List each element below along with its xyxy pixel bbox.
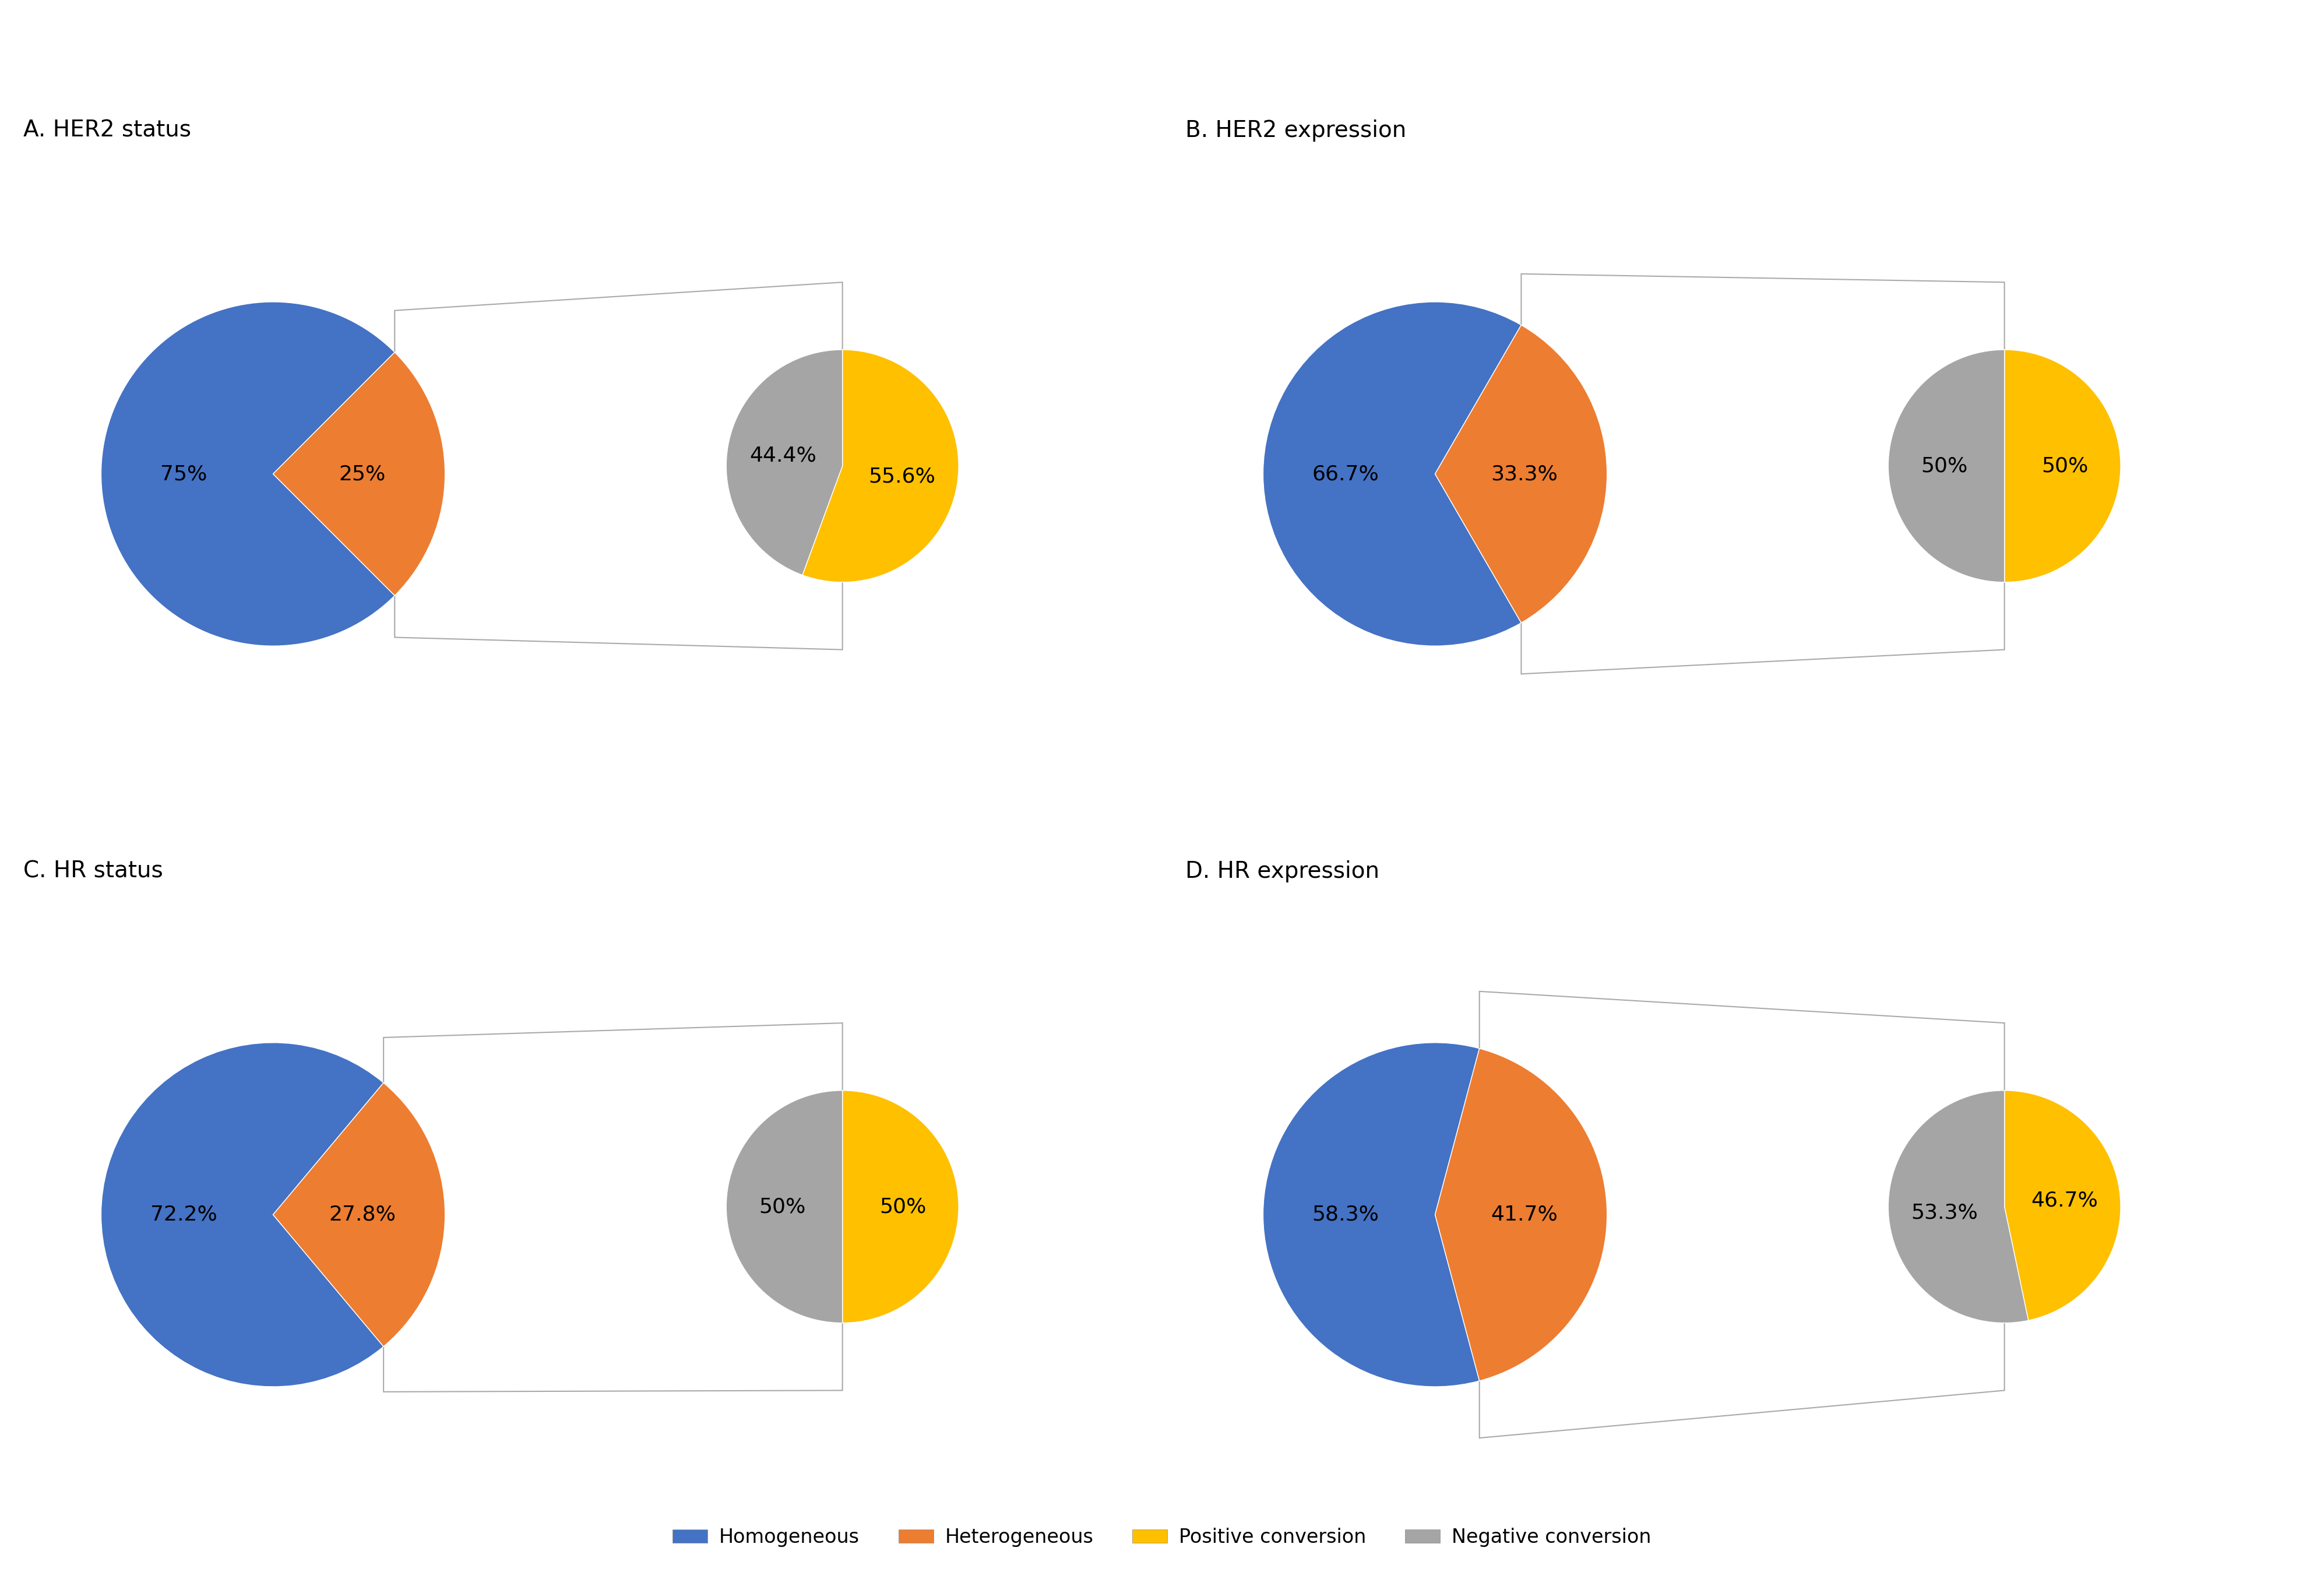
Wedge shape xyxy=(725,1091,844,1322)
Text: 44.4%: 44.4% xyxy=(748,446,816,465)
Text: 58.3%: 58.3% xyxy=(1313,1204,1378,1225)
Wedge shape xyxy=(1434,1048,1608,1381)
Wedge shape xyxy=(727,350,844,575)
Wedge shape xyxy=(2003,350,2122,581)
Text: 50%: 50% xyxy=(758,1196,806,1217)
Text: 46.7%: 46.7% xyxy=(2031,1190,2099,1211)
Text: D. HR expression: D. HR expression xyxy=(1185,860,1380,883)
Text: 55.6%: 55.6% xyxy=(869,467,937,486)
Wedge shape xyxy=(841,1091,957,1322)
Wedge shape xyxy=(1262,303,1522,645)
Wedge shape xyxy=(272,352,444,596)
Text: 25%: 25% xyxy=(339,464,386,484)
Legend: Homogeneous, Heterogeneous, Positive conversion, Negative conversion: Homogeneous, Heterogeneous, Positive con… xyxy=(665,1520,1659,1555)
Wedge shape xyxy=(1262,1043,1480,1386)
Text: C. HR status: C. HR status xyxy=(23,860,163,883)
Text: 41.7%: 41.7% xyxy=(1492,1204,1557,1225)
Text: 53.3%: 53.3% xyxy=(1910,1203,1978,1223)
Text: 66.7%: 66.7% xyxy=(1313,464,1378,484)
Text: 27.8%: 27.8% xyxy=(330,1204,395,1225)
Text: 50%: 50% xyxy=(2040,456,2089,476)
Text: 75%: 75% xyxy=(160,464,207,484)
Wedge shape xyxy=(100,1043,383,1386)
Text: 72.2%: 72.2% xyxy=(151,1204,216,1225)
Wedge shape xyxy=(1889,1091,2029,1322)
Text: 33.3%: 33.3% xyxy=(1492,464,1557,484)
Text: 50%: 50% xyxy=(878,1196,927,1217)
Wedge shape xyxy=(802,350,957,581)
Wedge shape xyxy=(272,1083,444,1346)
Text: B. HER2 expression: B. HER2 expression xyxy=(1185,119,1406,142)
Wedge shape xyxy=(1887,350,2006,581)
Wedge shape xyxy=(1434,325,1606,623)
Text: 50%: 50% xyxy=(1920,456,1968,476)
Wedge shape xyxy=(2003,1091,2119,1321)
Wedge shape xyxy=(100,303,395,645)
Text: A. HER2 status: A. HER2 status xyxy=(23,119,191,142)
